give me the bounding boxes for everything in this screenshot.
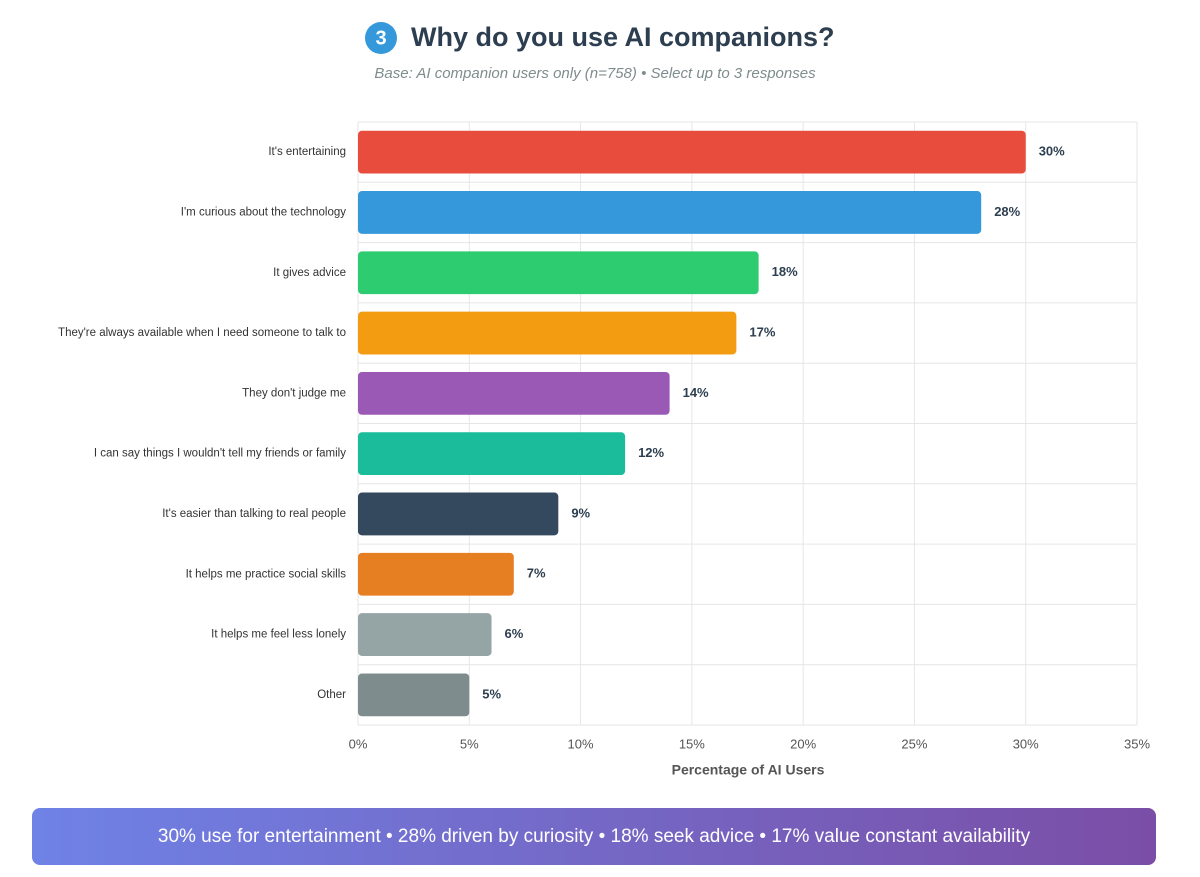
y-tick-label: They don't judge me: [242, 387, 346, 399]
x-tick-label: 30%: [1013, 736, 1039, 751]
x-tick-label: 20%: [790, 736, 816, 751]
value-label: 12%: [638, 445, 664, 460]
bar: [358, 552, 514, 596]
bar: [358, 613, 492, 656]
y-tick-label: They're always available when I need som…: [58, 327, 346, 339]
x-tick-label: 0%: [349, 736, 368, 751]
bar: [358, 371, 670, 415]
value-label: 6%: [505, 626, 524, 641]
bar: [358, 311, 737, 355]
value-label: 14%: [683, 385, 709, 400]
bar: [358, 432, 626, 476]
summary-banner: [32, 808, 1156, 865]
y-tick-label: It gives advice: [273, 267, 346, 279]
value-label: 7%: [527, 566, 546, 581]
value-label: 28%: [994, 204, 1020, 219]
y-tick-label: I'm curious about the technology: [181, 206, 346, 218]
chart-subtitle: Base: AI companion users only (n=758) • …: [374, 65, 816, 82]
x-tick-label: 35%: [1124, 736, 1150, 751]
bar: [358, 251, 759, 295]
y-tick-label: It helps me practice social skills: [186, 568, 347, 580]
value-label: 18%: [772, 264, 798, 279]
chart-title: Why do you use AI companions?: [411, 22, 835, 52]
y-tick-label: It's entertaining: [268, 146, 346, 158]
x-tick-label: 5%: [460, 736, 479, 751]
value-label: 30%: [1039, 144, 1065, 159]
y-tick-label: I can say things I wouldn't tell my frie…: [94, 448, 346, 460]
x-tick-label: 25%: [901, 736, 927, 751]
bar: [358, 130, 1026, 174]
value-label: 17%: [749, 324, 775, 339]
y-tick-label: It helps me feel less lonely: [211, 629, 346, 641]
badge-circle: [365, 22, 397, 54]
y-tick-label: It's easier than talking to real people: [162, 508, 346, 520]
summary-text: 30% use for entertainment • 28% driven b…: [158, 826, 1031, 847]
bar: [358, 492, 559, 536]
x-tick-label: 10%: [568, 736, 594, 751]
value-label: 9%: [571, 505, 590, 520]
plot-area: 0% 5% 10% 15% 20% 25% 30% 35% It's entertaining 3…: [58, 121, 1150, 751]
value-label: 5%: [482, 686, 501, 701]
x-tick-label: 15%: [679, 736, 705, 751]
badge-number: 3: [375, 27, 386, 49]
bar: [358, 673, 470, 717]
y-tick-label: Other: [317, 689, 346, 701]
x-axis-title: Percentage of AI Users: [672, 762, 825, 778]
bar: [358, 191, 982, 234]
